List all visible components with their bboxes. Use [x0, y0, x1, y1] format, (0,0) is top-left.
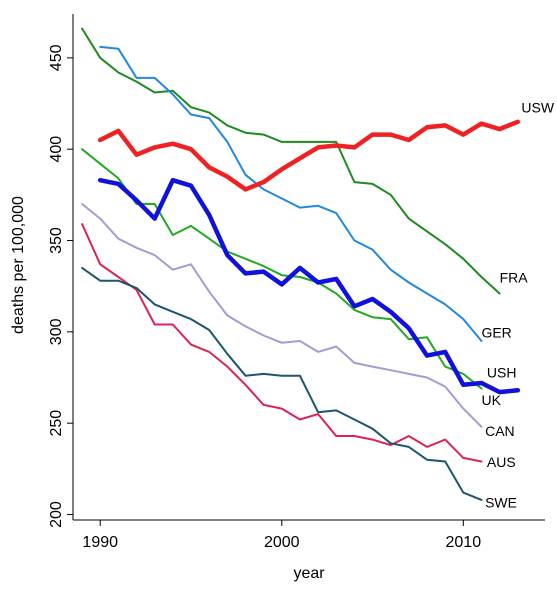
series-line-aus	[81, 223, 483, 463]
series-label-uk: UK	[481, 392, 501, 408]
series-line-fra	[81, 27, 501, 295]
x-ticks: 1990 2000 2010	[82, 520, 481, 551]
series-label-ush: USH	[487, 365, 517, 381]
series-lines	[81, 27, 521, 501]
y-tick-label: 450	[48, 44, 65, 71]
series-line-can	[81, 203, 483, 428]
y-axis-title: deaths per 100,000	[10, 196, 27, 334]
series-label-swe: SWE	[485, 494, 517, 510]
series-line-usw	[97, 119, 521, 192]
series-line-ger	[99, 45, 483, 342]
x-tick-label: 2010	[446, 534, 482, 551]
x-tick-label: 2000	[264, 534, 300, 551]
y-tick-label: 350	[48, 227, 65, 254]
y-tick-label: 300	[48, 318, 65, 345]
y-tick-label: 250	[48, 410, 65, 437]
y-ticks: 200 250 300 350 400 450	[48, 44, 73, 528]
x-tick-label: 1990	[82, 534, 118, 551]
series-line-swe	[81, 266, 483, 501]
series-label-fra: FRA	[500, 270, 529, 286]
y-tick-label: 400	[48, 136, 65, 163]
axes	[72, 14, 545, 521]
y-tick-label: 200	[48, 501, 65, 528]
series-label-usw: USW	[521, 100, 554, 116]
series-line-ush	[97, 177, 521, 395]
series-label-ger: GER	[481, 324, 511, 340]
series-label-aus: AUS	[487, 454, 516, 470]
x-axis-title: year	[293, 565, 325, 582]
series-label-can: CAN	[485, 423, 515, 439]
series-line-uk	[81, 148, 483, 390]
series-labels: USW FRA GER USH UK CAN AUS SWE	[481, 100, 554, 511]
